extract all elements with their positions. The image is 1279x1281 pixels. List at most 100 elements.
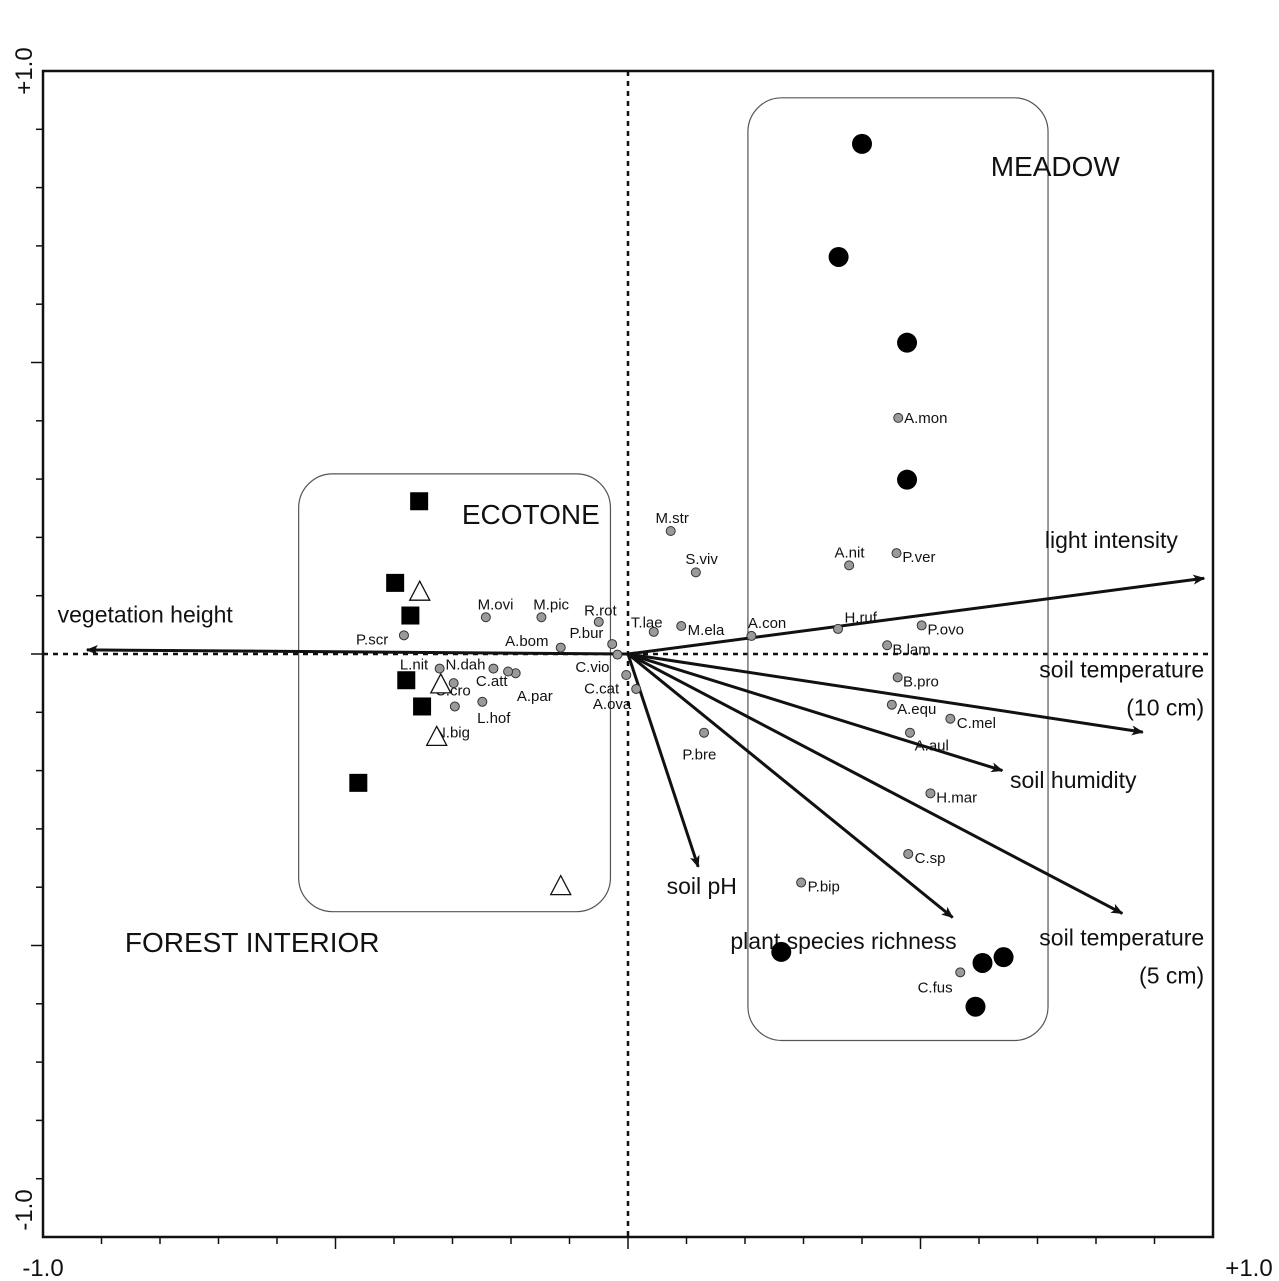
- species-point-a-aul: [904, 727, 915, 738]
- vector-plant-species-richness: [627, 652, 954, 919]
- species-label-m-ovi: M.ovi: [478, 596, 514, 613]
- species-label-a-mon: A.mon: [904, 410, 947, 427]
- species-point-l-hof: [477, 696, 488, 707]
- meadow-plot-marker: [771, 941, 792, 962]
- species-point-p-scr: [398, 630, 409, 641]
- species-label-a-con: A.con: [748, 615, 786, 632]
- ecotone-plot-marker: [429, 672, 452, 694]
- species-point-p-ovo: [916, 620, 927, 631]
- species-point-p-bre: [699, 727, 710, 738]
- group-label-meadow: MEADOW: [991, 151, 1121, 182]
- species-label-p-bip: P.bip: [808, 879, 840, 896]
- species-label-b-lam: B.lam: [892, 641, 930, 658]
- species-label-a-equ: A.equ: [897, 701, 936, 718]
- vector-soil-temperature-5-cm-: [627, 652, 1124, 915]
- species-label-a-par: A.par: [517, 688, 553, 705]
- forest-plot-marker: [410, 492, 429, 511]
- ecotone-plot-marker: [425, 724, 448, 747]
- species-label-h-ruf: H.ruf: [844, 609, 877, 626]
- species-label-m-ela: M.ela: [688, 622, 725, 639]
- species-point-c-fus: [955, 967, 966, 978]
- species-label-m-pic: M.pic: [533, 596, 569, 613]
- y-min-label: -1.0: [11, 1189, 38, 1230]
- species-label-c-mel: C.mel: [957, 715, 996, 732]
- species-label-a-ova: A.ova: [593, 696, 632, 713]
- species-point-h-ruf: [833, 623, 844, 634]
- species-point-p-ver: [891, 548, 902, 559]
- species-point-l-nit: [434, 663, 445, 674]
- vector-label-soil-humidity: soil humidity: [1010, 767, 1137, 793]
- meadow-plot-marker: [852, 133, 872, 154]
- species-label-p-scr: P.scr: [356, 631, 388, 648]
- species-label-a-aul: A.aul: [915, 738, 949, 755]
- species-label-n-big: N.big: [435, 725, 470, 742]
- species-point-c-mel: [945, 713, 956, 724]
- species-label-l-hof: L.hof: [477, 710, 511, 727]
- species-point-m-ovi: [480, 612, 491, 623]
- species-point-b-pro: [892, 672, 903, 683]
- species-label-b-pro: B.pro: [903, 673, 939, 690]
- meadow-plot-marker: [897, 469, 918, 490]
- species-label-p-bur: P.bur: [570, 625, 604, 642]
- x-min-label: -1.0: [22, 1255, 63, 1281]
- species-label-h-mar: H.mar: [936, 789, 977, 806]
- species-point-c-sp: [903, 848, 914, 859]
- species-label-t-lae: T.lae: [631, 615, 663, 632]
- meadow-plot-marker: [993, 947, 1014, 968]
- vector-label-soil-temperature-10-cm-: soil temperature: [1039, 656, 1204, 682]
- species-point-h-mar: [925, 788, 936, 799]
- species-label-p-ver: P.ver: [902, 549, 935, 566]
- vector-soil-temperature-10-cm-: [627, 652, 1144, 736]
- species-label-c-vio: C.vio: [575, 659, 609, 676]
- forest-plot-marker: [397, 671, 416, 690]
- vector-label-vegetation-height: vegetation height: [58, 602, 234, 628]
- species-label-p-ovo: P.ovo: [928, 622, 964, 639]
- species-point-m-ela: [676, 621, 687, 632]
- vector-light-intensity: [627, 574, 1206, 656]
- y-max-label: +1.0: [11, 47, 38, 94]
- species-point-c-cat: [621, 669, 632, 680]
- species-label-m-str: M.str: [655, 510, 688, 527]
- species-point-t-lae: [648, 626, 659, 637]
- species-label-r-rot: R.rot: [584, 602, 617, 619]
- species-label-c-att: C.att: [476, 673, 509, 690]
- species-label-n-dah: N.dah: [445, 656, 485, 673]
- species-point-a-equ: [886, 699, 897, 710]
- ecotone-box: [298, 473, 612, 913]
- meadow-plot-marker: [897, 332, 918, 353]
- species-label-p-bre: P.bre: [682, 746, 716, 763]
- species-label-a-nit: A.nit: [835, 545, 866, 562]
- species-point-b-lam: [882, 640, 893, 651]
- forest-plot-marker: [386, 573, 405, 592]
- forest-plot-marker: [413, 697, 432, 716]
- vector-label-soil-temperature-10-cm-: (10 cm): [1126, 694, 1204, 720]
- vector-soil-humidity: [627, 652, 1004, 773]
- species-point-r-rot: [593, 616, 604, 627]
- species-point-a-ova: [631, 683, 642, 694]
- group-label-ecotone: ECOTONE: [462, 499, 600, 530]
- species-label-c-sp: C.sp: [915, 850, 946, 867]
- species-point-s-viv: [690, 567, 701, 578]
- species-point-n-dah: [488, 663, 499, 674]
- species-point-a-bom: [555, 642, 566, 653]
- vector-label-soil-ph: soil pH: [667, 873, 737, 899]
- species-label-a-bom: A.bom: [505, 633, 548, 650]
- x-max-label: +1.0: [1225, 1255, 1272, 1281]
- species-label-c-cat: C.cat: [584, 680, 620, 697]
- vector-label-light-intensity: light intensity: [1045, 527, 1178, 553]
- ecotone-plot-marker: [408, 579, 431, 601]
- meadow-plot-marker: [972, 952, 993, 973]
- forest-plot-marker: [349, 773, 368, 792]
- vector-vegetation-height: [85, 645, 629, 656]
- species-point-c-vio: [612, 649, 623, 660]
- meadow-box: [747, 97, 1049, 1042]
- species-label-l-nit: L.nit: [400, 656, 429, 673]
- vector-label-plant-species-richness: plant species richness: [730, 928, 956, 954]
- species-point-a-nit: [844, 560, 855, 571]
- species-point-m-pic: [536, 612, 547, 623]
- species-point-p-bip: [796, 877, 807, 888]
- species-point-a-con: [746, 630, 757, 641]
- meadow-plot-marker: [828, 246, 849, 267]
- species-point-c-cro: [448, 678, 459, 689]
